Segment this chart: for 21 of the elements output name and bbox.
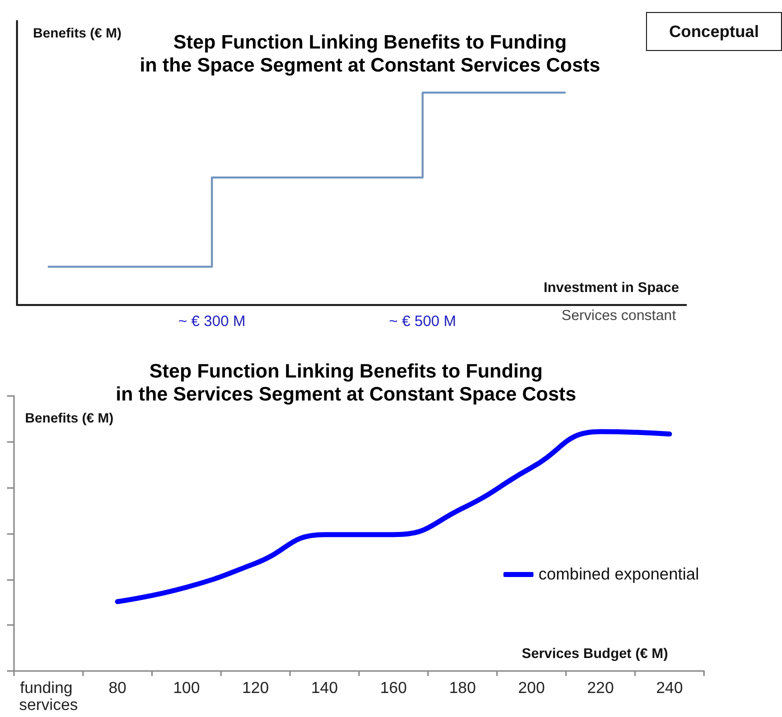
x-axis-title: Investment in Space [544,279,680,295]
x-tick-label: 100 [173,680,200,697]
x-tick-label: 240 [656,680,683,697]
x-tick-label: 220 [587,680,614,697]
legend-label: combined exponential [538,566,700,584]
x-tick-label: 80 [108,680,126,697]
y-axis-title: Benefits (€ M) [25,410,114,426]
x-tick-label: 200 [518,680,545,697]
text: Conceptual [669,23,759,41]
x-tick-label: 180 [449,680,476,697]
x-axis-title: Services Budget (€ M) [522,645,668,661]
y-axis-title: Benefits (€ M) [33,26,122,40]
x-tick-label: ~ € 300 M [178,313,246,330]
x-tick-label: 140 [311,680,338,697]
x-tick-label: 120 [242,680,269,697]
x-tick-label: funding services [19,680,78,714]
chart-title: Step Function Linking Benefits to Funding in the Space Segment at Constant Services Costs [140,32,600,76]
chart-title: Step Function Linking Benefits to Funding in the Services Segment at Constant Space Costs [116,360,576,406]
x-tick-label: 160 [380,680,407,697]
text: Services constant [562,308,676,324]
x-tick-label: ~ € 500 M [389,313,456,330]
